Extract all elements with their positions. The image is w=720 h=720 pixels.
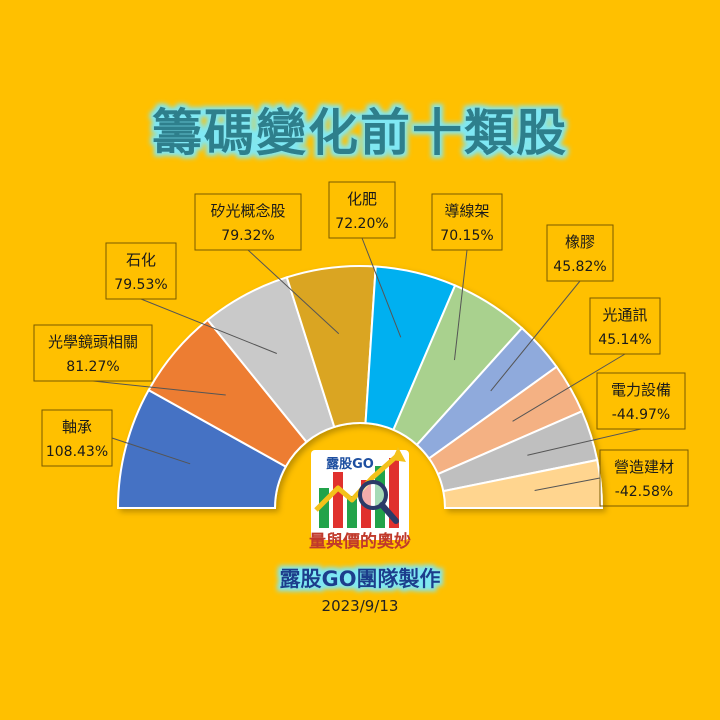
- category-label-3: 石化: [126, 251, 156, 269]
- credit-text: 露股GO團隊製作: [279, 567, 440, 591]
- logo: 露股GO 量與價的奧妙: [309, 447, 411, 552]
- label-box-1: [41, 409, 113, 467]
- value-label-5: 72.20%: [335, 216, 388, 232]
- label-box-8: [589, 297, 661, 355]
- page-title: 籌碼變化前十類股: [152, 104, 568, 162]
- value-label-10: -42.58%: [615, 484, 673, 500]
- leader-line-8: [512, 353, 626, 422]
- category-label-1: 軸承: [62, 418, 92, 436]
- label-box-3: [105, 242, 177, 300]
- value-label-4: 79.32%: [221, 228, 274, 244]
- value-label-9: -44.97%: [612, 407, 670, 423]
- label-box-7: [546, 224, 614, 282]
- value-label-3: 79.53%: [114, 277, 167, 293]
- leader-line-2: [92, 380, 226, 396]
- logo-top-text: 露股GO: [326, 457, 374, 472]
- category-label-9: 電力設備: [611, 381, 671, 399]
- leader-line-4: [247, 249, 340, 335]
- leader-line-3: [140, 298, 277, 354]
- category-label-2: 光學鏡頭相關: [48, 333, 138, 351]
- value-label-1: 108.43%: [46, 444, 108, 460]
- leader-line-7: [490, 280, 581, 392]
- category-label-7: 橡膠: [565, 233, 595, 251]
- label-box-4: [194, 193, 302, 251]
- value-label-7: 45.82%: [553, 259, 606, 275]
- label-box-5: [328, 181, 396, 239]
- label-box-9: [596, 372, 686, 430]
- value-label-6: 70.15%: [440, 228, 493, 244]
- logo-bottom-text: 量與價的奧妙: [309, 531, 411, 552]
- leader-line-1: [111, 437, 191, 465]
- leader-line-5: [361, 237, 402, 338]
- value-label-2: 81.27%: [66, 359, 119, 375]
- leader-line-9: [527, 428, 642, 456]
- leader-line-10: [534, 477, 601, 491]
- label-box-2: [33, 324, 153, 382]
- leader-line-6: [453, 249, 468, 361]
- category-label-6: 導線架: [444, 202, 489, 220]
- category-label-8: 光通訊: [602, 306, 647, 324]
- label-box-10: [599, 449, 689, 507]
- category-label-5: 化肥: [347, 190, 377, 208]
- value-label-8: 45.14%: [598, 332, 651, 348]
- category-label-4: 矽光概念股: [210, 202, 285, 220]
- date-text: 2023/9/13: [322, 597, 399, 615]
- label-box-6: [431, 193, 503, 251]
- category-label-10: 營造建材: [614, 458, 674, 476]
